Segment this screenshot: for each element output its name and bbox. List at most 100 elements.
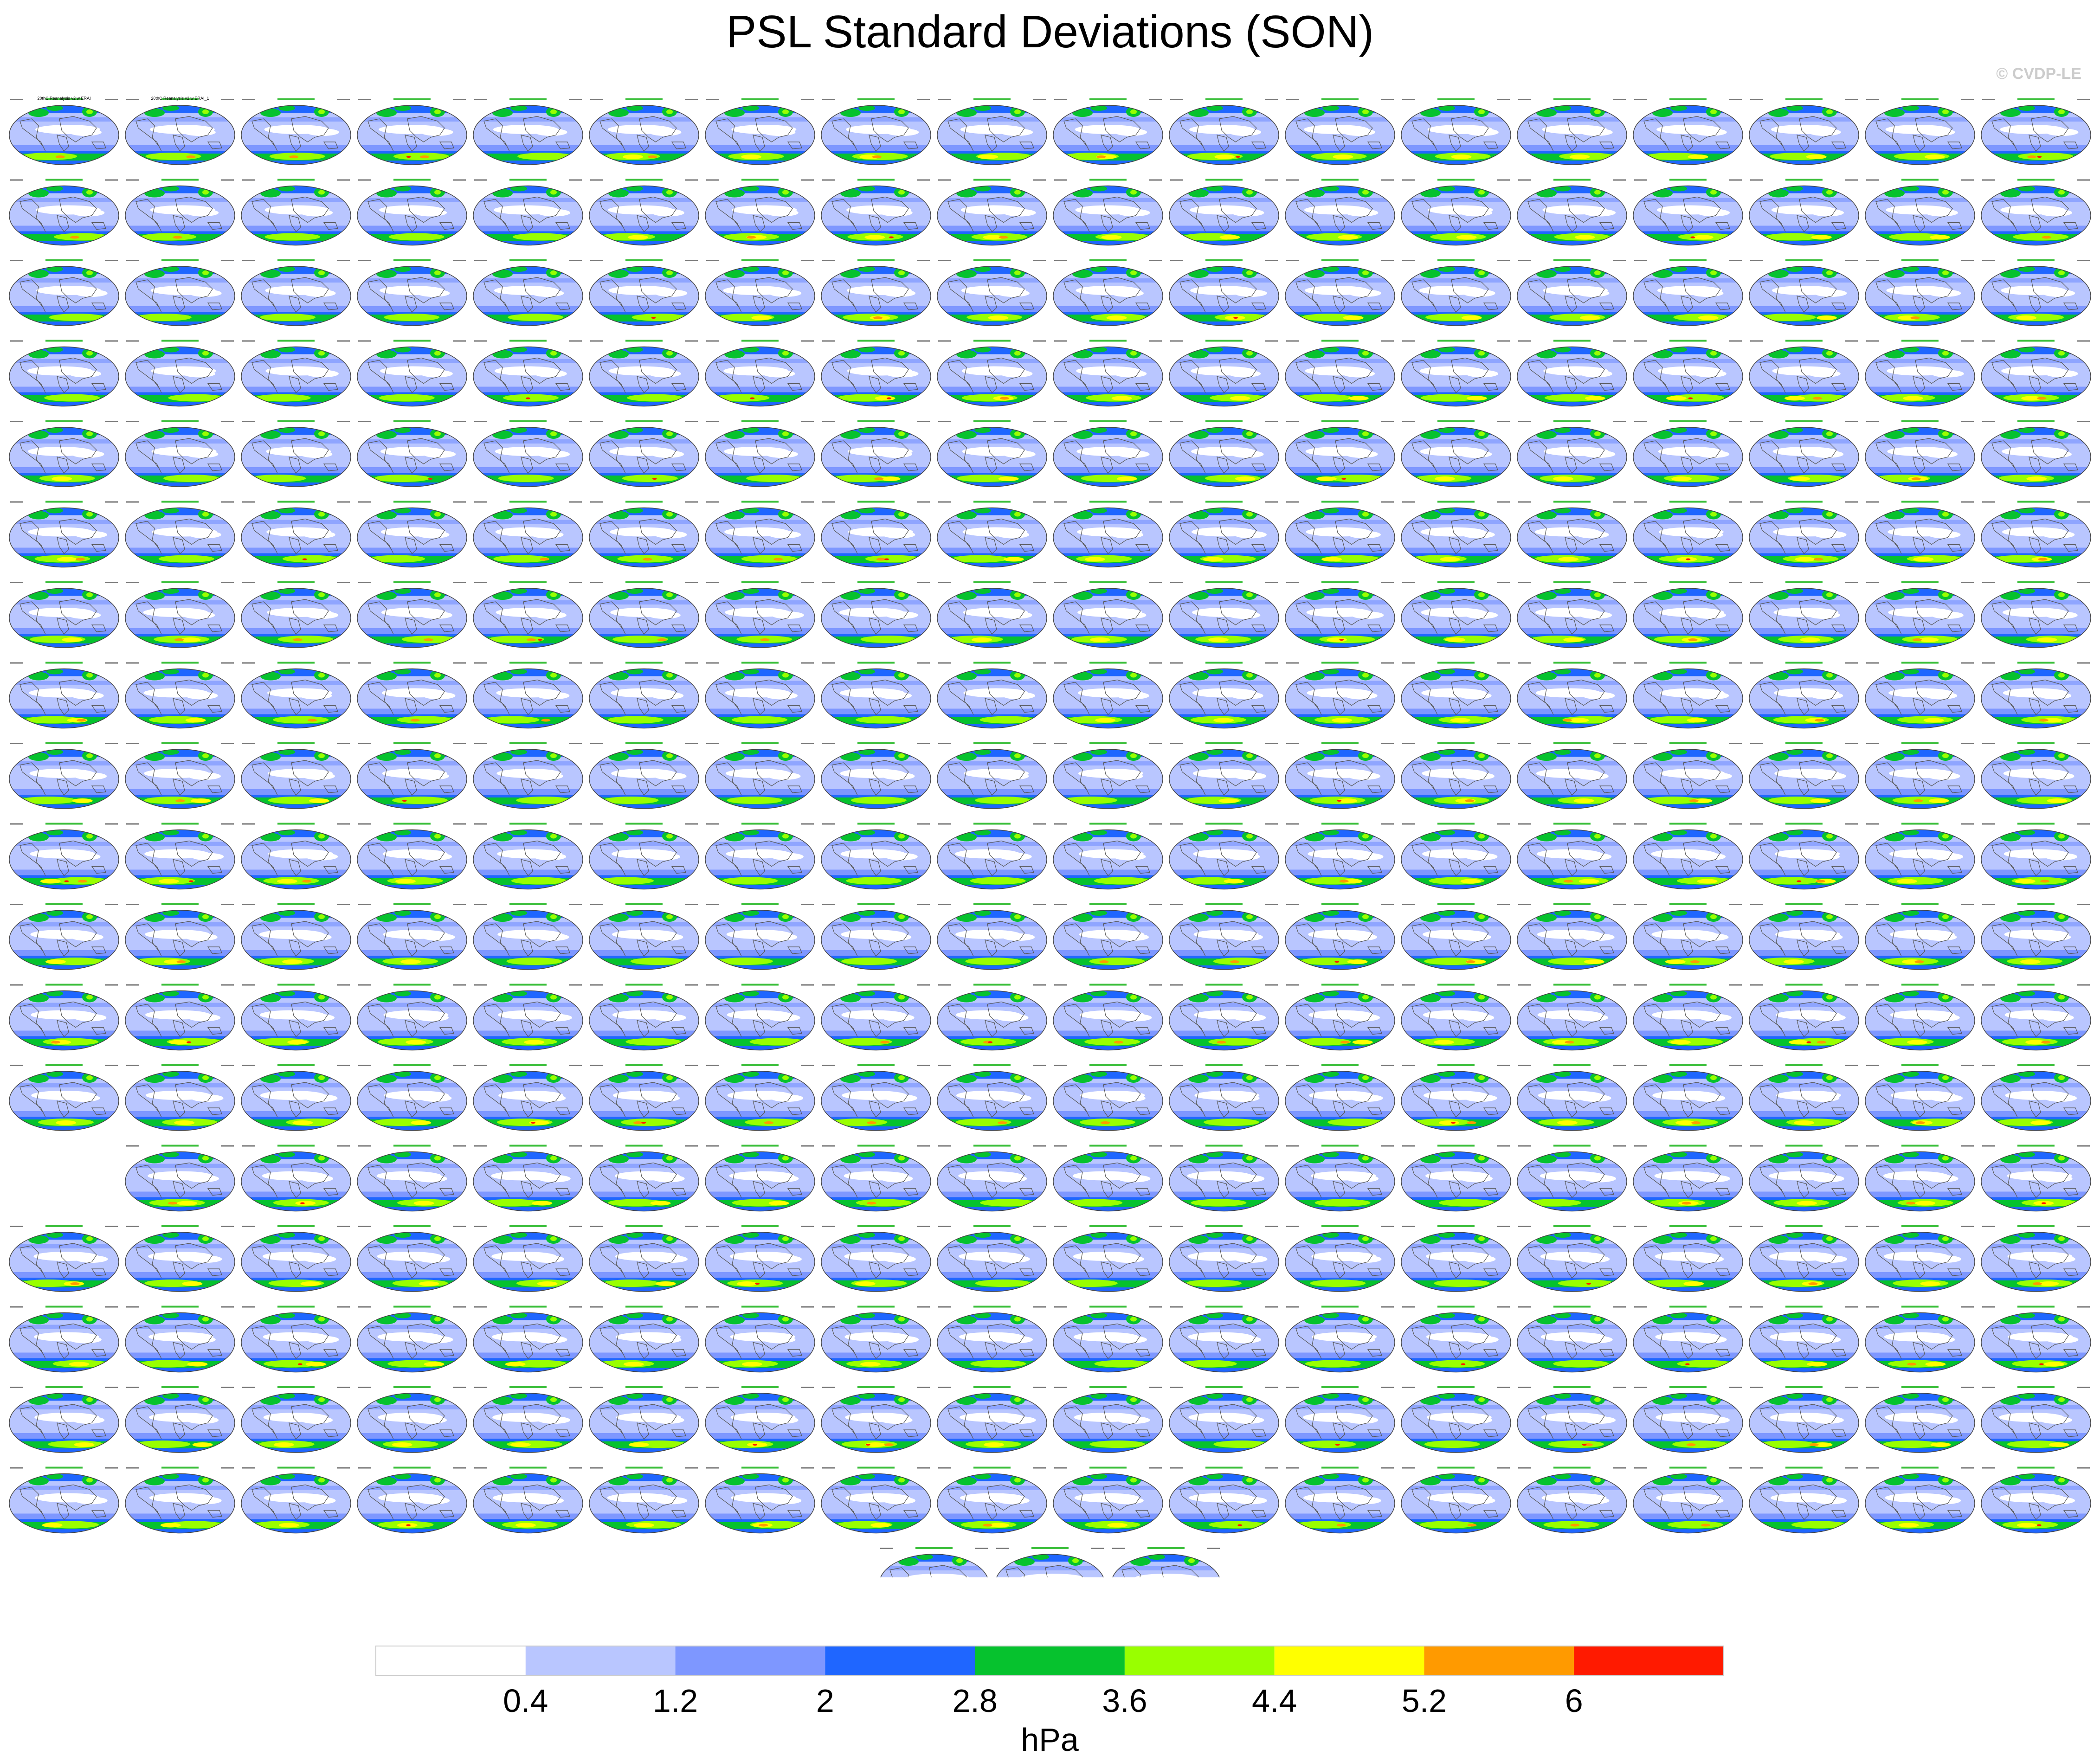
map-panel <box>1053 903 1163 970</box>
map-panel <box>1633 581 1743 648</box>
map-panel <box>1401 1305 1511 1373</box>
map-panel <box>821 742 931 809</box>
map-panel <box>1749 581 1859 648</box>
map-panel <box>821 903 931 970</box>
map-panel <box>1285 984 1395 1051</box>
colorbar-swatch <box>825 1646 975 1676</box>
map-panel <box>821 1386 931 1453</box>
map-panel <box>1053 581 1163 648</box>
map-panel <box>125 179 235 246</box>
map-panel <box>589 1466 699 1534</box>
map-panel <box>1517 1305 1627 1373</box>
map-panel <box>937 823 1047 890</box>
map-panel <box>1517 903 1627 970</box>
map-panel <box>705 98 815 165</box>
map-panel <box>1981 581 2091 648</box>
map-panel <box>473 581 583 648</box>
map-panel <box>357 1064 467 1131</box>
map-panel <box>705 420 815 487</box>
map-panel <box>1981 1225 2091 1292</box>
map-panel <box>241 501 351 568</box>
colorbar-tick-label: 0.4 <box>503 1683 548 1719</box>
map-panel <box>589 1305 699 1373</box>
map-panel <box>1633 1466 1743 1534</box>
map-panel <box>1053 1466 1163 1534</box>
map-panel <box>1749 1386 1859 1453</box>
map-panel <box>589 98 699 165</box>
map-panel <box>705 823 815 890</box>
map-panel <box>1053 1386 1163 1453</box>
map-panel <box>821 581 931 648</box>
map-panel <box>1169 984 1279 1051</box>
map-panel <box>473 501 583 568</box>
map-panel <box>1285 1466 1395 1534</box>
map-panel <box>1633 259 1743 326</box>
map-panel <box>9 98 119 165</box>
map-panel <box>1865 1145 1975 1212</box>
map-panel <box>241 420 351 487</box>
map-panel <box>821 1145 931 1212</box>
map-panel <box>1169 1466 1279 1534</box>
map-panel <box>1169 742 1279 809</box>
map-panel <box>821 662 931 729</box>
map-panel <box>1865 662 1975 729</box>
map-panel <box>473 984 583 1051</box>
map-panel <box>1981 984 2091 1051</box>
map-panel <box>589 823 699 890</box>
map-panel <box>1865 1225 1975 1292</box>
colorbar-units-label: hPa <box>1021 1722 1079 1758</box>
map-panel <box>1169 662 1279 729</box>
map-panel <box>357 1225 467 1292</box>
map-panel <box>1169 823 1279 890</box>
map-panel <box>241 259 351 326</box>
map-panel <box>1401 1225 1511 1292</box>
map-panel <box>1169 98 1279 165</box>
map-panel <box>937 1225 1047 1292</box>
map-panel <box>1401 340 1511 407</box>
map-panel <box>1169 1305 1279 1373</box>
map-panel <box>1169 501 1279 568</box>
map-panel <box>125 984 235 1051</box>
colorbar-tick-label: 1.2 <box>653 1683 698 1719</box>
map-panel <box>1053 340 1163 407</box>
panel-title: 20thC Reanalysis v2 w ERAI <box>37 96 90 101</box>
map-panel <box>1749 179 1859 246</box>
map-panel <box>821 340 931 407</box>
map-panel <box>1285 742 1395 809</box>
map-panel <box>821 501 931 568</box>
map-panel <box>1285 340 1395 407</box>
map-panel <box>1865 581 1975 648</box>
map-panel <box>1169 903 1279 970</box>
map-panel <box>1981 1305 2091 1373</box>
map-panel <box>937 501 1047 568</box>
map-panel <box>9 340 119 407</box>
map-panel <box>589 581 699 648</box>
map-panel <box>473 259 583 326</box>
map-panel <box>821 98 931 165</box>
map-panel <box>125 340 235 407</box>
map-panel <box>705 1305 815 1373</box>
map-panel <box>705 340 815 407</box>
map-panel <box>1401 1466 1511 1534</box>
map-panel <box>9 1225 119 1292</box>
map-panel <box>1981 1386 2091 1453</box>
map-panel <box>1865 1386 1975 1453</box>
map-panel <box>1517 1145 1627 1212</box>
map-panel <box>473 179 583 246</box>
map-panel <box>937 581 1047 648</box>
map-panel <box>1749 742 1859 809</box>
map-panel <box>1865 340 1975 407</box>
colorbar-swatch <box>675 1646 825 1676</box>
map-panel <box>937 1305 1047 1373</box>
map-panel <box>1981 179 2091 246</box>
colorbar-tick-label: 5.2 <box>1402 1683 1447 1719</box>
map-panel <box>473 98 583 165</box>
map-panel <box>1633 1145 1743 1212</box>
map-panel <box>1169 1064 1279 1131</box>
map-panel <box>589 179 699 246</box>
map-panel <box>9 662 119 729</box>
map-panel <box>1865 1064 1975 1131</box>
map-panel <box>589 984 699 1051</box>
map-panel <box>1749 340 1859 407</box>
map-panel <box>125 420 235 487</box>
